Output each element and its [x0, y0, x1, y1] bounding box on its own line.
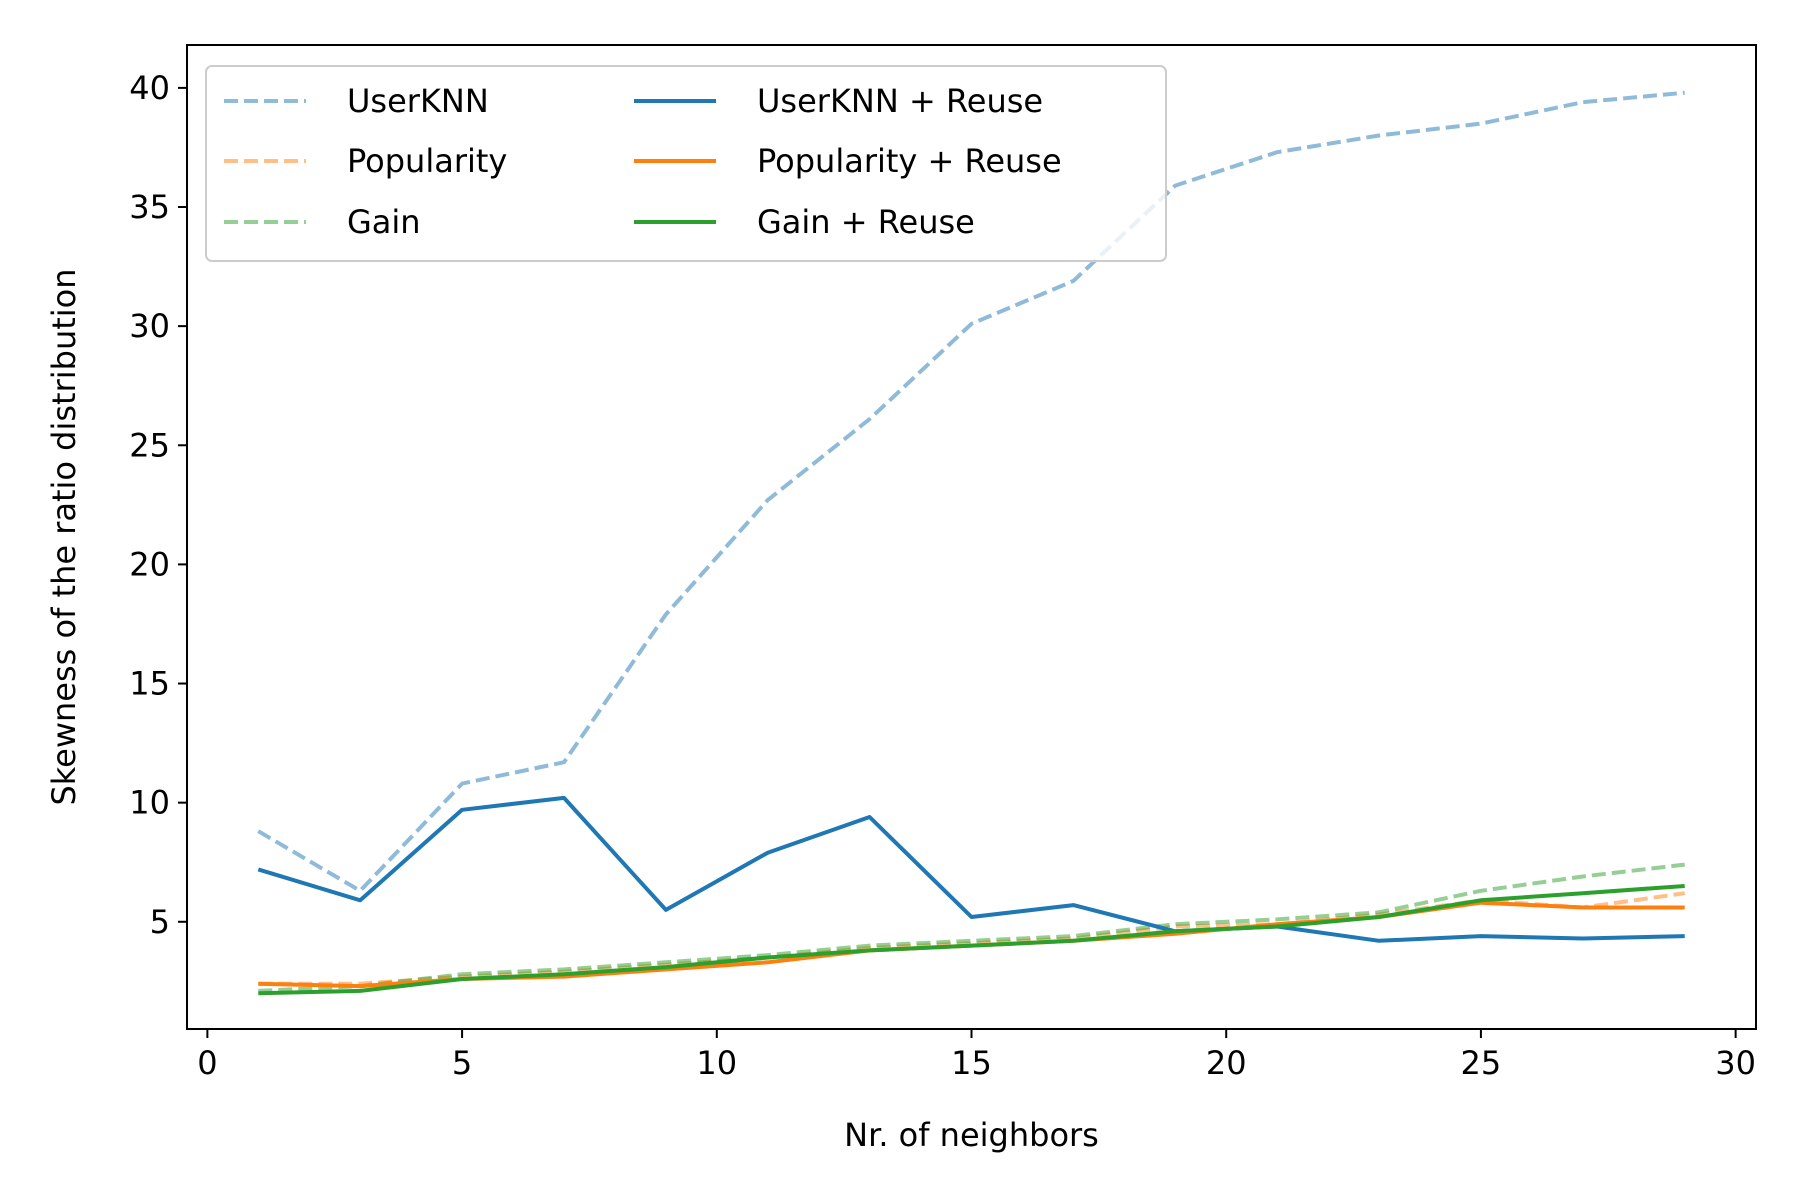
y-tick-label: 15 [129, 665, 170, 703]
y-axis-title: Skewness of the ratio distribution [45, 268, 83, 805]
y-tick-label: 5 [150, 903, 170, 941]
y-tick-label: 20 [129, 545, 170, 583]
legend-label-4: UserKNN + Reuse [757, 82, 1043, 120]
legend-label-1: UserKNN [347, 82, 489, 120]
x-axis-title: Nr. of neighbors [844, 1116, 1099, 1154]
legend-label-2: Popularity [347, 142, 507, 180]
series-line-4 [257, 795, 1685, 943]
legend-box [205, 65, 1167, 262]
series-line-6 [258, 884, 1685, 996]
axes: 0 5 10 15 20 25 30 5 10 15 20 25 30 35 40 [129, 44, 1757, 1082]
plot-lines [257, 90, 1685, 996]
legend-label-5: Popularity + Reuse [757, 142, 1062, 180]
x-tick-label: 5 [452, 1044, 472, 1082]
legend: UserKNN Popularity Gain UserKNN + Reuse Popu… [205, 65, 1167, 262]
series-line-3 [258, 862, 1685, 993]
x-tick-label: 0 [197, 1044, 217, 1082]
y-tick-label: 30 [129, 307, 170, 345]
legend-label-3: Gain [347, 203, 421, 241]
y-tick-label: 40 [129, 69, 170, 107]
y-tick-label: 10 [129, 784, 170, 822]
x-tick-label: 30 [1715, 1044, 1756, 1082]
series-line-1 [257, 90, 1685, 893]
x-tick-label: 25 [1461, 1044, 1502, 1082]
y-tick-label: 25 [129, 426, 170, 464]
legend-label-6: Gain + Reuse [757, 203, 975, 241]
x-tick-label: 20 [1206, 1044, 1247, 1082]
y-tick-label: 35 [129, 188, 170, 226]
x-tick-label: 10 [696, 1044, 737, 1082]
x-tick-label: 15 [951, 1044, 992, 1082]
